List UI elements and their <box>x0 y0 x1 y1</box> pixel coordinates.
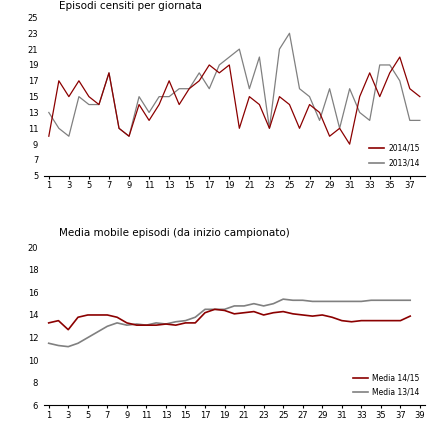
Text: Episodi censiti per giornata: Episodi censiti per giornata <box>59 1 202 11</box>
Legend: Media 14/15, Media 13/14: Media 14/15, Media 13/14 <box>352 372 421 399</box>
Text: Media mobile episodi (da inizio campionato): Media mobile episodi (da inizio campiona… <box>59 228 290 238</box>
Legend: 2014/15, 2013/14: 2014/15, 2013/14 <box>367 143 421 169</box>
